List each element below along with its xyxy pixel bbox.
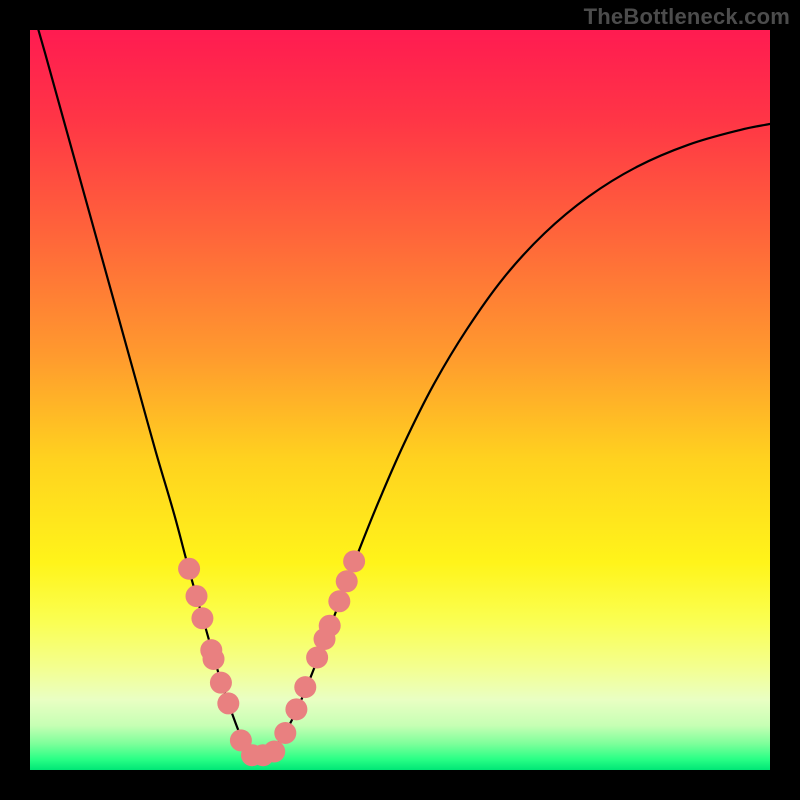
data-marker <box>319 615 341 637</box>
bottleneck-curve-chart <box>30 30 770 770</box>
data-marker <box>294 676 316 698</box>
data-marker <box>191 607 213 629</box>
data-marker <box>285 698 307 720</box>
data-marker <box>343 550 365 572</box>
data-marker <box>186 585 208 607</box>
watermark-text: TheBottleneck.com <box>584 4 790 30</box>
chart-frame: TheBottleneck.com <box>0 0 800 800</box>
data-marker <box>274 722 296 744</box>
data-marker <box>217 692 239 714</box>
data-marker <box>328 590 350 612</box>
data-marker <box>178 558 200 580</box>
data-marker <box>210 672 232 694</box>
data-marker <box>203 648 225 670</box>
chart-plot-area <box>30 30 770 770</box>
data-marker <box>263 741 285 763</box>
data-marker <box>336 570 358 592</box>
